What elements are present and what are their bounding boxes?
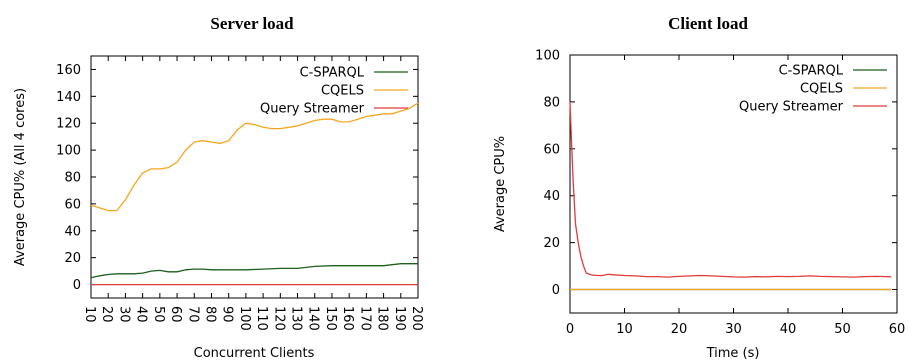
x-axis-ticks: 10 20 30 40 50 60 70 80 90 100 110 120 130 140 150 160 1… bbox=[82, 56, 424, 331]
x-tick-label: 190 bbox=[392, 306, 407, 331]
x-tick-label: 100 bbox=[237, 306, 252, 331]
x-axis-label: Concurrent Clients bbox=[194, 346, 315, 361]
y-tick-label: 60 bbox=[64, 197, 81, 212]
y-tick-label: 80 bbox=[64, 171, 81, 186]
y-tick-label: 20 bbox=[543, 236, 560, 251]
y-axis-ticks: 0 20 40 60 80 100 bbox=[535, 49, 897, 298]
legend-label-query-streamer: Query Streamer bbox=[260, 102, 365, 117]
y-axis-ticks: 0 20 40 60 80 100 120 140 160 bbox=[56, 63, 418, 293]
y-tick-label: 40 bbox=[64, 224, 81, 239]
y-axis-label: Average CPU% bbox=[493, 136, 508, 232]
x-tick-label: 20 bbox=[99, 306, 114, 323]
legend: C-SPARQL CQELS Query Streamer bbox=[739, 64, 887, 115]
y-tick-label: 160 bbox=[56, 63, 81, 78]
x-tick-label: 130 bbox=[289, 306, 304, 331]
x-tick-label: 30 bbox=[116, 306, 131, 323]
x-tick-label: 40 bbox=[780, 322, 797, 337]
x-tick-label: 50 bbox=[151, 306, 166, 323]
x-axis-ticks: 0 10 20 30 40 50 60 bbox=[566, 55, 905, 337]
x-tick-label: 70 bbox=[185, 306, 200, 323]
server-load-chart: Server load 10 20 30 40 50 60 70 80 90 100 110 120 1… bbox=[13, 14, 424, 361]
x-tick-label: 60 bbox=[168, 306, 183, 323]
x-tick-label: 170 bbox=[357, 306, 372, 331]
y-tick-label: 100 bbox=[56, 144, 81, 159]
plot-frame bbox=[569, 54, 898, 314]
x-tick-label: 110 bbox=[254, 306, 269, 331]
x-tick-label: 150 bbox=[323, 306, 338, 331]
x-tick-label: 40 bbox=[134, 306, 149, 323]
y-tick-label: 60 bbox=[543, 142, 560, 157]
client-load-chart: Client load 0 10 20 30 40 50 60 0 20 40 60 80 100 C… bbox=[493, 14, 905, 361]
x-tick-label: 10 bbox=[82, 306, 97, 323]
x-tick-label: 200 bbox=[409, 306, 424, 331]
y-tick-label: 80 bbox=[543, 95, 560, 110]
series-line-query-streamer bbox=[569, 101, 892, 278]
legend-label-cqels: CQELS bbox=[800, 82, 843, 97]
y-tick-label: 120 bbox=[56, 117, 81, 132]
x-tick-label: 0 bbox=[566, 322, 574, 337]
x-tick-label: 30 bbox=[725, 322, 742, 337]
y-tick-label: 100 bbox=[535, 49, 560, 64]
x-tick-label: 50 bbox=[834, 322, 851, 337]
legend-label-query-streamer: Query Streamer bbox=[739, 100, 844, 115]
series-line-cqels bbox=[90, 102, 419, 212]
x-tick-label: 140 bbox=[306, 306, 321, 331]
legend-label-c-sparql: C-SPARQL bbox=[300, 66, 365, 81]
series-lines bbox=[90, 102, 419, 286]
legend-label-cqels: CQELS bbox=[321, 84, 364, 99]
legend-label-c-sparql: C-SPARQL bbox=[779, 64, 844, 79]
y-tick-label: 40 bbox=[543, 189, 560, 204]
x-tick-label: 20 bbox=[671, 322, 688, 337]
x-tick-label: 90 bbox=[220, 306, 235, 323]
x-tick-label: 180 bbox=[375, 306, 390, 331]
x-tick-label: 160 bbox=[340, 306, 355, 331]
x-tick-label: 80 bbox=[202, 306, 217, 323]
y-tick-label: 0 bbox=[73, 278, 81, 293]
chart-title: Client load bbox=[668, 14, 748, 33]
x-tick-label: 60 bbox=[889, 322, 906, 337]
x-tick-label: 120 bbox=[271, 306, 286, 331]
y-axis-label: Average CPU% (All 4 cores) bbox=[13, 88, 28, 266]
chart-title: Server load bbox=[210, 14, 294, 33]
x-axis-label: Time (s) bbox=[706, 346, 760, 361]
series-lines bbox=[569, 101, 892, 291]
y-tick-label: 20 bbox=[64, 251, 81, 266]
y-tick-label: 140 bbox=[56, 90, 81, 105]
y-tick-label: 0 bbox=[552, 283, 560, 298]
legend: C-SPARQL CQELS Query Streamer bbox=[260, 66, 408, 117]
x-tick-label: 10 bbox=[616, 322, 633, 337]
series-line-c-sparql bbox=[90, 263, 418, 279]
